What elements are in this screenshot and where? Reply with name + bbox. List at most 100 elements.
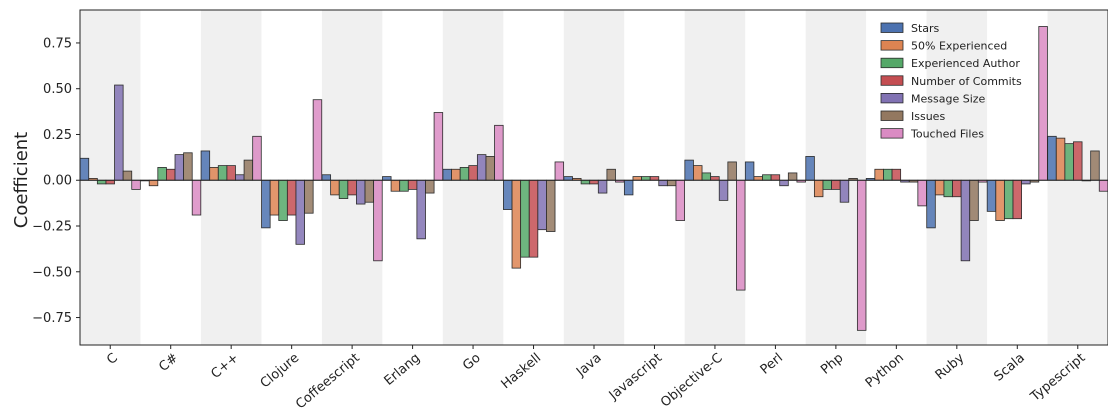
y-axis-ticks: 0.75 0.50 0.25 0.00 −0.25 −0.50 −0.75 — [32, 36, 80, 326]
bar-objective-c-50-experienced — [693, 165, 703, 181]
bar-c-experienced-author — [217, 165, 228, 181]
bar-php-stars — [805, 156, 815, 181]
x-tick-label-go: Go — [460, 351, 483, 374]
y-tick-label: −0.50 — [32, 265, 72, 280]
bar-c-50-experienced — [209, 167, 219, 181]
bar-haskell-50-experienced — [511, 179, 522, 269]
category-band-php — [805, 10, 867, 345]
x-tick-label-typescript: Typescript — [1027, 351, 1088, 406]
legend-swatch-stars — [880, 22, 904, 33]
bar-php-number-of-commits — [831, 179, 841, 190]
legend-swatch-touched-files — [880, 128, 904, 139]
bar-java-issues — [606, 168, 616, 181]
legend-label-message-size: Message Size — [911, 92, 986, 105]
bar-java-message-size — [597, 179, 608, 194]
bar-haskell-touched-files — [554, 161, 565, 181]
legend-label-issues: Issues — [911, 110, 945, 123]
bar-erlang-touched-files — [433, 112, 444, 181]
bar-coffeescript-number-of-commits — [347, 179, 357, 196]
bar-erlang-issues — [425, 179, 435, 194]
x-tick-label-erlang: Erlang — [382, 351, 424, 389]
bar-clojure-touched-files — [312, 99, 323, 181]
bar-java-experienced-author — [580, 179, 591, 185]
bar-scala-touched-files — [1038, 26, 1048, 181]
bar-typescript-50-experienced — [1055, 137, 1066, 181]
bar-java-stars — [563, 176, 573, 181]
x-tick-label-php: Php — [818, 351, 846, 378]
legend-label-experienced-author: Experienced Author — [911, 57, 1020, 70]
bar-go-number-of-commits — [468, 165, 478, 181]
y-tick-label: 0.75 — [43, 36, 72, 51]
x-tick-label-haskell: Haskell — [499, 351, 545, 393]
bar-ruby-issues — [969, 179, 979, 221]
y-tick-label: 0.25 — [43, 128, 72, 143]
bar-typescript-experienced-author — [1064, 143, 1074, 181]
bar-c-issues — [183, 152, 193, 181]
bar-objective-c-touched-files — [736, 179, 746, 291]
bars-layer — [79, 26, 1108, 331]
legend-label-touched-files: Touched Files — [910, 128, 984, 141]
bar-go-experienced-author — [459, 167, 470, 181]
bar-typescript-stars — [1047, 135, 1057, 181]
bar-scala-stars — [986, 179, 997, 212]
bar-coffeescript-50-experienced — [330, 179, 340, 196]
bar-c-message-size — [235, 174, 245, 181]
bar-objective-c-number-of-commits — [710, 176, 720, 181]
bar-c-number-of-commits — [105, 179, 115, 185]
bar-coffeescript-stars — [321, 174, 332, 181]
bar-coffeescript-touched-files — [373, 179, 383, 262]
legend-swatch-50-experienced — [880, 40, 904, 51]
bar-erlang-stars — [382, 176, 392, 181]
legend-swatch-issues — [880, 110, 904, 121]
x-tick-label-javascript: Javascript — [606, 351, 665, 404]
bar-ruby-stars — [926, 179, 936, 229]
legend-label-stars: Stars — [911, 22, 940, 35]
bar-c-stars — [79, 157, 90, 181]
x-tick-label-c: C++ — [208, 351, 241, 382]
bar-haskell-number-of-commits — [528, 179, 539, 258]
bar-c-issues — [122, 170, 133, 181]
bar-perl-stars — [744, 161, 755, 181]
y-tick-label: 0.50 — [43, 82, 72, 97]
category-band-coffeescript — [321, 10, 383, 345]
bar-go-touched-files — [494, 124, 504, 181]
category-band-ruby — [926, 10, 988, 345]
bar-coffeescript-issues — [364, 179, 375, 203]
bar-erlang-experienced-author — [399, 179, 409, 192]
bar-perl-number-of-commits — [770, 174, 781, 181]
bar-go-issues — [485, 156, 495, 181]
bar-typescript-number-of-commits — [1073, 141, 1083, 181]
bar-php-50-experienced — [813, 179, 824, 198]
bar-c-touched-files — [191, 179, 202, 216]
bar-c-number-of-commits — [166, 168, 176, 181]
bar-perl-experienced-author — [762, 174, 772, 181]
bar-c-message-size — [114, 84, 124, 181]
bar-clojure-message-size — [295, 179, 305, 245]
bar-c-touched-files — [252, 135, 262, 181]
bar-haskell-issues — [546, 179, 556, 232]
bar-python-experienced-author — [883, 168, 893, 181]
bar-javascript-50-experienced — [632, 176, 642, 181]
bar-coffeescript-experienced-author — [338, 179, 349, 199]
bar-php-touched-files — [856, 179, 867, 331]
bar-c-message-size — [174, 154, 185, 181]
x-tick-label-perl: Perl — [758, 351, 786, 378]
bar-typescript-touched-files — [1098, 179, 1108, 192]
bar-erlang-50-experienced — [390, 179, 401, 192]
bar-scala-message-size — [1021, 179, 1031, 185]
bar-go-message-size — [476, 154, 487, 181]
bar-ruby-experienced-author — [943, 179, 953, 198]
bar-go-50-experienced — [451, 168, 461, 181]
legend-swatch-message-size — [880, 93, 904, 104]
x-tick-label-ruby: Ruby — [933, 350, 968, 383]
bar-objective-c-stars — [684, 159, 694, 181]
y-tick-label: −0.25 — [32, 220, 72, 235]
bar-typescript-issues — [1090, 150, 1100, 181]
bar-coffeescript-message-size — [356, 179, 366, 205]
bar-objective-c-message-size — [718, 179, 729, 201]
bar-python-touched-files — [917, 179, 927, 207]
x-tick-label-scala: Scala — [991, 351, 1027, 385]
y-tick-label: 0.00 — [43, 174, 72, 189]
